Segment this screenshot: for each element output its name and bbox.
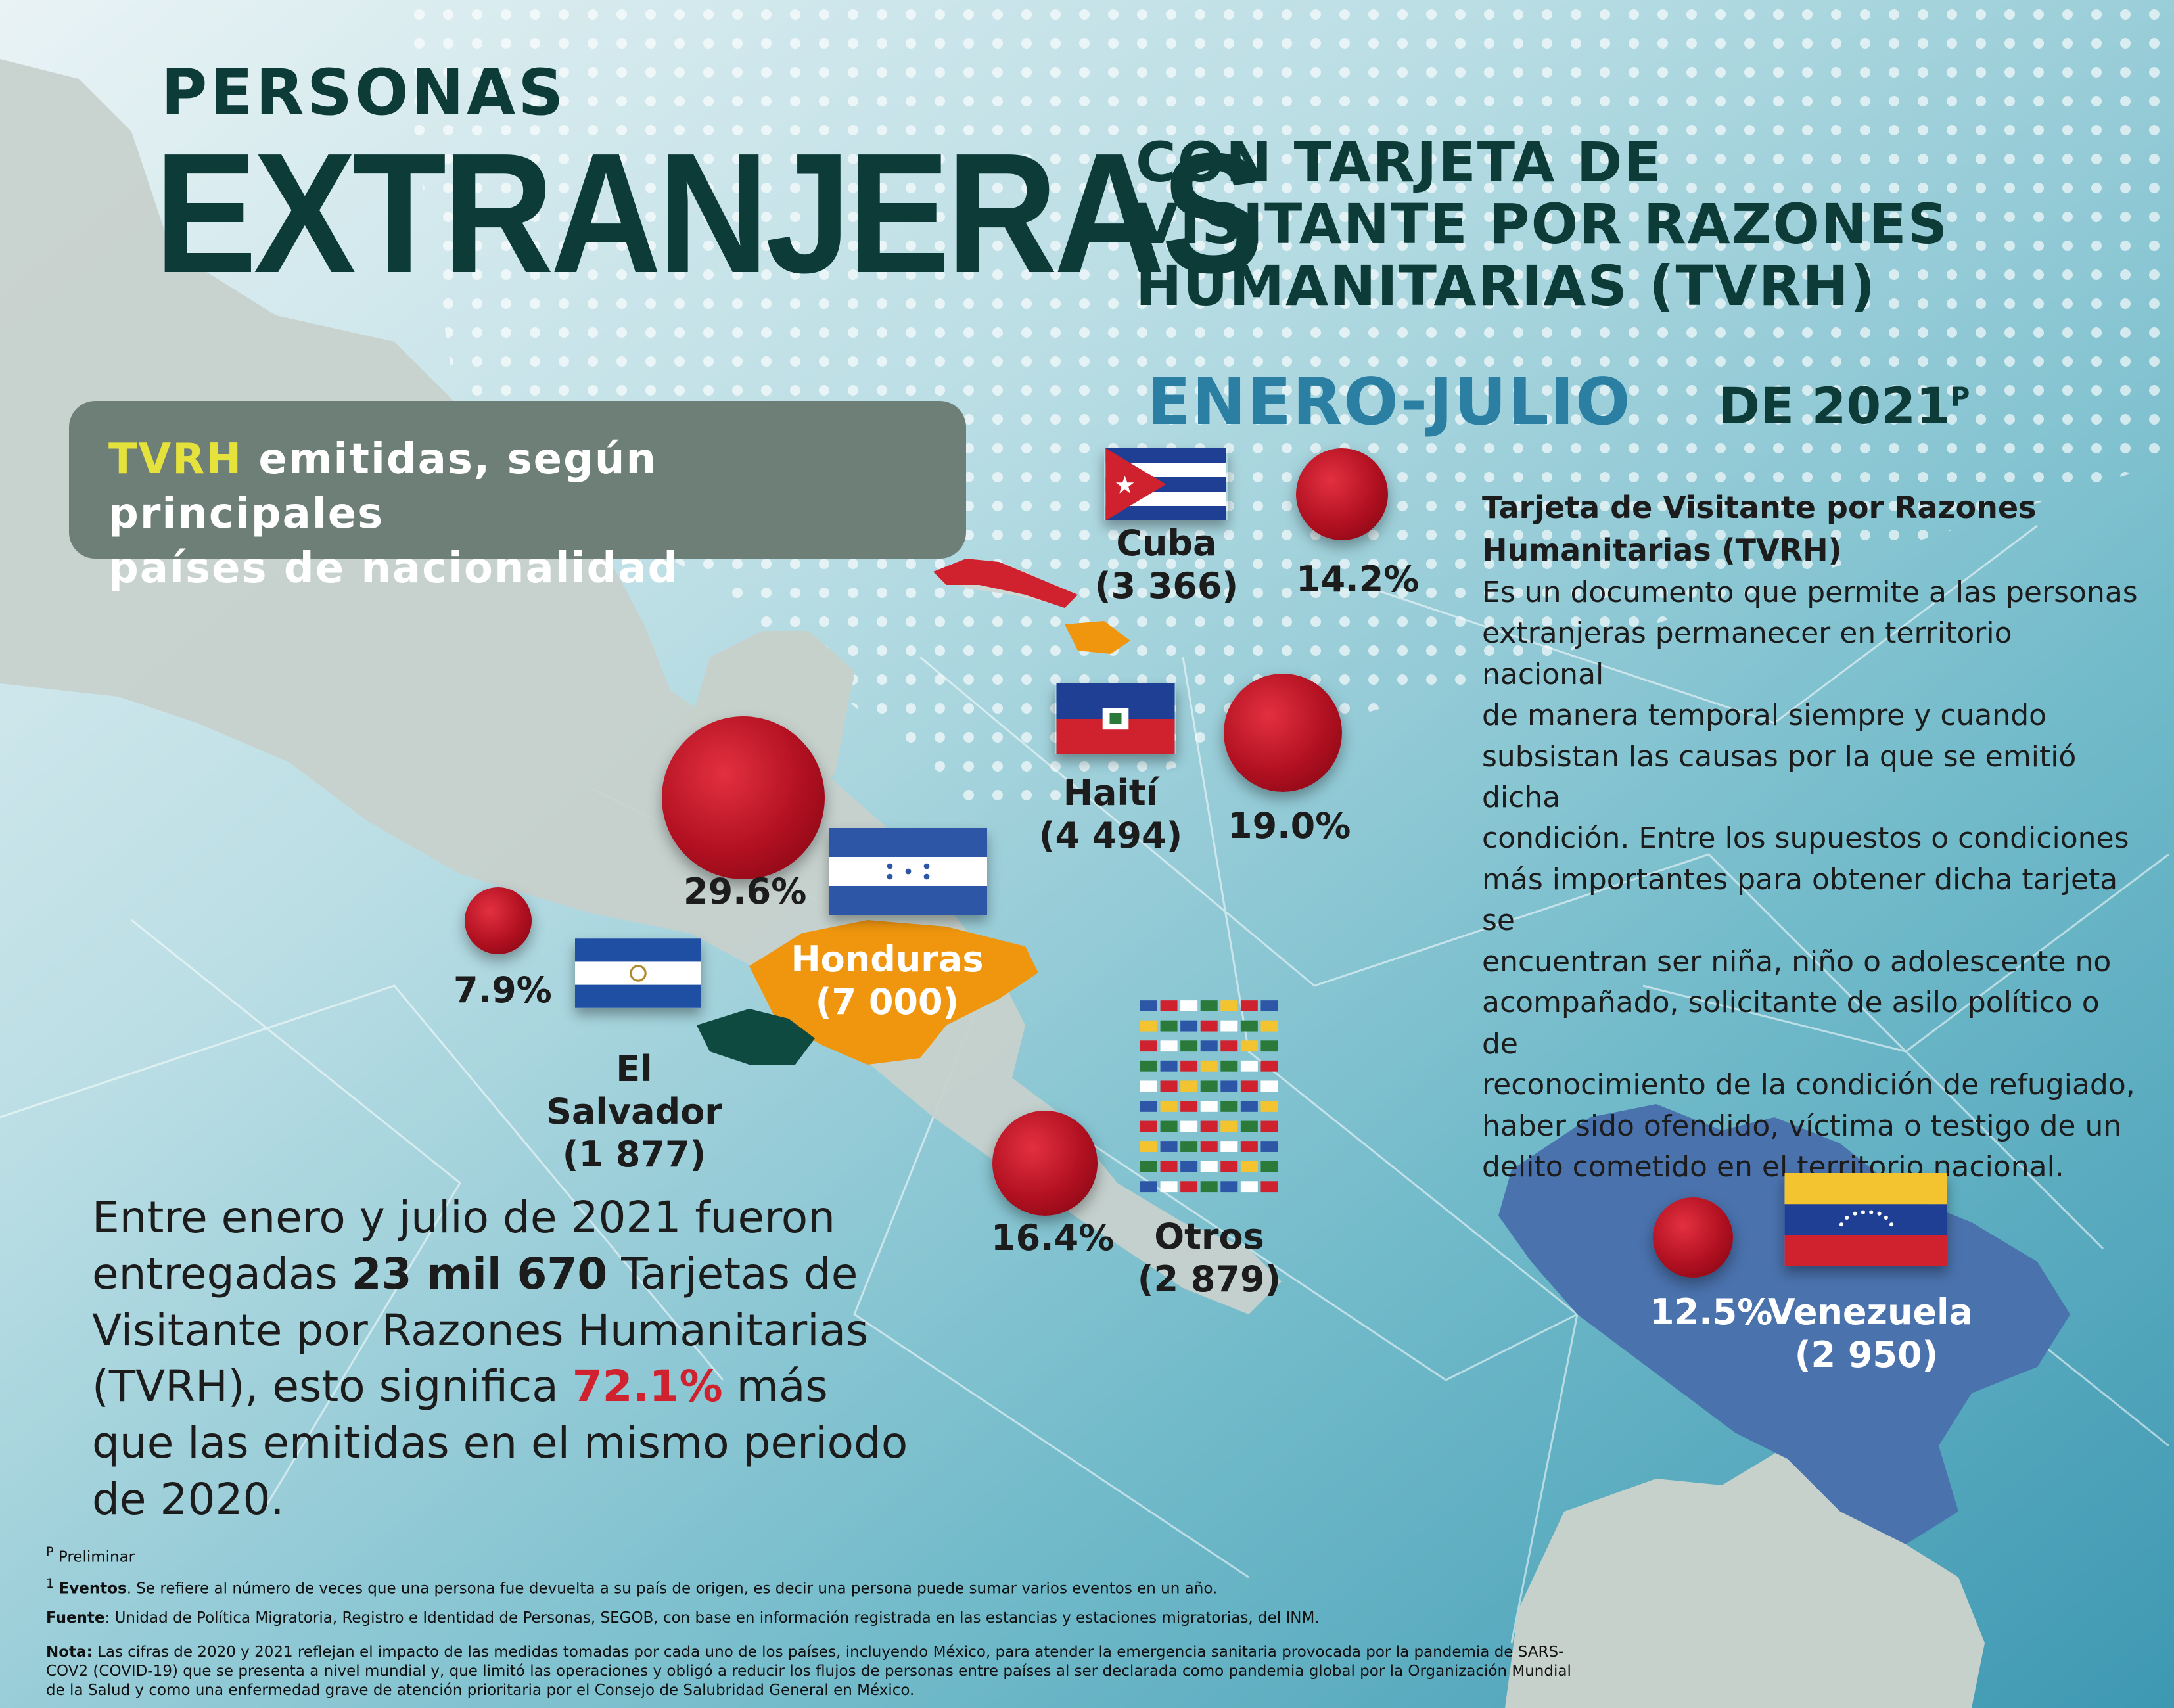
title-personas: PERSONAS [161, 56, 567, 129]
otros-count: (2 879) [1137, 1258, 1282, 1300]
el-salvador-name: El Salvador [546, 1048, 722, 1132]
el-salvador-flag [575, 938, 701, 1008]
venezuela-label: Venezuela (2 950) [1768, 1291, 1973, 1377]
badge-line-1: TVRH emitidas, según principales [108, 432, 927, 542]
el-salvador-count: (1 877) [562, 1133, 706, 1175]
title-period: ENERO-JULIO [1147, 365, 1632, 440]
summary-part-3: más que las emitidas en el mismo periodo… [92, 1361, 908, 1525]
definition-line: más importantes para obtener dicha tarje… [1482, 862, 2118, 938]
summary-text: Entre enero y julio de 2021 fueron entre… [92, 1189, 920, 1528]
definition-line: encuentran ser niña, niño o adolescente … [1482, 944, 2112, 979]
flag-mosaic [1140, 1000, 1278, 1193]
fuente-text: : Unidad de Política Migratoria, Registr… [104, 1609, 1320, 1627]
eventos-mark: 1 [46, 1576, 55, 1591]
prelim-text: Preliminar [53, 1548, 135, 1566]
otros-bubble [992, 1111, 1098, 1216]
summary-part-1: Entre enero y julio de 2021 fueron entre… [92, 1192, 835, 1299]
definition-line: haber sido ofendido, víctima o testigo d… [1482, 1109, 2122, 1143]
venezuela-name: Venezuela [1768, 1291, 1973, 1333]
nota-text: Las cifras de 2020 y 2021 reflejan el im… [46, 1644, 1571, 1699]
cuba-bubble [1296, 448, 1388, 540]
definition-line: extranjeras permanecer en territorio nac… [1482, 616, 2012, 691]
footnote-fuente: Fuente: Unidad de Política Migratoria, R… [46, 1609, 2083, 1628]
cuba-percent: 14.2% [1296, 559, 1420, 600]
badge-highlight: TVRH [108, 435, 243, 484]
otros-percent: 16.4% [991, 1217, 1115, 1258]
year-text: DE 2021 [1719, 377, 1951, 435]
honduras-label: Honduras (7 000) [789, 938, 986, 1024]
category-badge: TVRH emitidas, según principales países … [69, 401, 966, 593]
year-mark: P [1950, 382, 1970, 413]
haiti-label: Haití (4 494) [1032, 772, 1190, 858]
definition-title: Tarjeta de Visitante por Razones Humanit… [1482, 490, 2037, 568]
otros-label: Otros (2 879) [1130, 1216, 1288, 1301]
honduras-count: (7 000) [815, 981, 960, 1023]
haiti-count: (4 494) [1038, 814, 1183, 856]
badge-line-2: países de nacionalidad [108, 544, 680, 593]
honduras-flag [829, 828, 987, 915]
definition-line: subsistan las causas por la que se emiti… [1482, 739, 2077, 814]
summary-total: 23 mil 670 [351, 1248, 608, 1299]
other-flags-grid [1140, 1000, 1278, 1193]
nota-label: Nota: [46, 1644, 93, 1661]
badge-text-1: emitidas, según principales [108, 435, 657, 539]
definition-line: Es un documento que permite a las person… [1482, 575, 2138, 609]
title-extranjeras: EXTRANJERAS [154, 118, 1264, 309]
honduras-percent: 29.6% [683, 871, 807, 912]
summary-part-2: Tarjetas de Visitante por Razones Humani… [92, 1248, 869, 1412]
venezuela-count: (2 950) [1794, 1333, 1939, 1375]
venezuela-flag [1784, 1173, 1947, 1266]
subtitle-line-2: VISITANTE POR RAZONES [1136, 192, 1949, 257]
haiti-name: Haití [1063, 772, 1159, 814]
definition-line: reconocimiento de la condición de refugi… [1482, 1068, 2135, 1102]
footnote-preliminar: P Preliminar [46, 1544, 135, 1567]
subtitle-line-1: CON TARJETA DE [1136, 130, 1663, 195]
haiti-bubble [1224, 674, 1342, 792]
cuba-count: (3 366) [1094, 565, 1239, 607]
definition-line: delito cometido en el territorio naciona… [1482, 1150, 2064, 1184]
prelim-mark: P [46, 1544, 54, 1559]
definition-line: de manera temporal siempre y cuando [1482, 699, 2047, 733]
otros-name: Otros [1154, 1216, 1264, 1257]
fuente-label: Fuente [46, 1609, 105, 1627]
venezuela-percent: 12.5% [1650, 1291, 1773, 1333]
el-salvador-label: El Salvador (1 877) [526, 1048, 743, 1176]
definition-line: acompañado, solicitante de asilo polític… [1482, 986, 2100, 1061]
definition-box: Tarjeta de Visitante por Razones Humanit… [1482, 486, 2139, 1188]
footnote-eventos: 1 Eventos. Se refiere al número de veces… [46, 1576, 2083, 1598]
cuba-label: Cuba (3 366) [1091, 522, 1242, 608]
venezuela-bubble [1653, 1197, 1733, 1278]
subtitle-line-3: HUMANITARIAS (TVRH) [1136, 254, 1877, 319]
haiti-percent: 19.0% [1228, 805, 1351, 846]
honduras-bubble [662, 716, 825, 879]
haiti-flag [1056, 683, 1175, 754]
title-subtitle: CON TARJETA DE VISITANTE POR RAZONES HUM… [1136, 131, 1949, 317]
footnote-nota: Nota: Las cifras de 2020 y 2021 reflejan… [46, 1643, 1590, 1699]
cuba-name: Cuba [1116, 522, 1217, 564]
el-salvador-bubble [465, 887, 532, 954]
cuba-flag [1105, 448, 1226, 520]
summary-percent: 72.1% [572, 1361, 723, 1412]
eventos-text: . Se refiere al número de veces que una … [126, 1580, 1218, 1598]
honduras-name: Honduras [791, 938, 984, 980]
eventos-label: Eventos [58, 1580, 127, 1598]
definition-line: condición. Entre los supuestos o condici… [1482, 821, 2129, 856]
title-year: DE 2021P [1719, 377, 1970, 435]
el-salvador-percent: 7.9% [453, 969, 552, 1011]
